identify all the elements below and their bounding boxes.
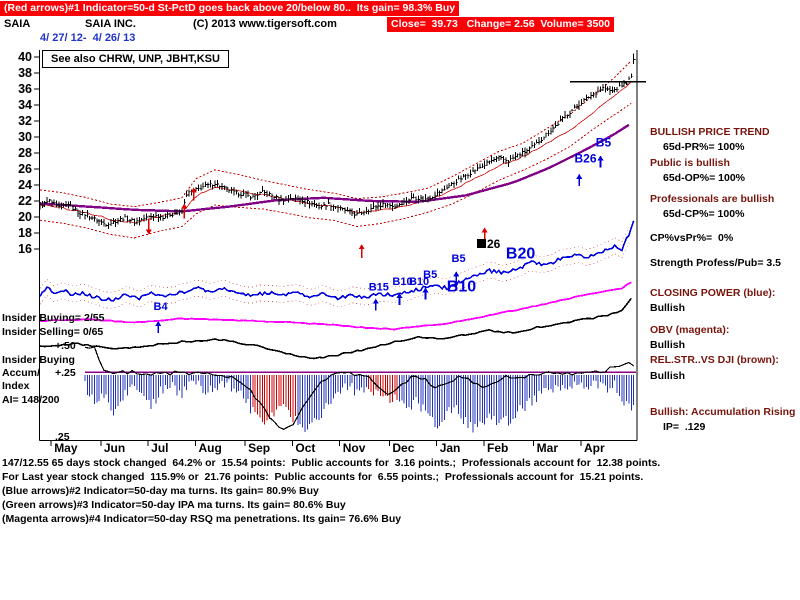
scale-25: .25 bbox=[55, 431, 70, 443]
svg-text:30: 30 bbox=[18, 130, 32, 144]
company-name: SAIA INC. bbox=[85, 18, 136, 30]
cp-vs-pr: CP%vsPr%= 0% bbox=[650, 232, 734, 244]
svg-text:40: 40 bbox=[18, 50, 32, 64]
svg-text:B20: B20 bbox=[506, 246, 535, 263]
scale-plus50: +.50 bbox=[55, 340, 76, 352]
svg-text:26: 26 bbox=[487, 237, 501, 251]
strength-ratio: Strength Profess/Pub= 3.5 bbox=[650, 257, 781, 269]
ai-value: AI= 148/200 bbox=[2, 394, 60, 406]
svg-text:B5: B5 bbox=[423, 269, 437, 281]
svg-text:34: 34 bbox=[18, 98, 32, 112]
signal-banner: (Red arrows)#1 Indicator=50-d St-PctD go… bbox=[0, 1, 460, 16]
svg-text:26: 26 bbox=[18, 162, 32, 176]
svg-text:36: 36 bbox=[18, 82, 32, 96]
svg-text:16: 16 bbox=[18, 242, 32, 256]
trend-status-header: BULLISH PRICE TREND bbox=[650, 126, 770, 138]
svg-text:B26: B26 bbox=[575, 152, 597, 166]
svg-text:18: 18 bbox=[18, 226, 32, 240]
svg-text:Sep: Sep bbox=[248, 441, 270, 455]
svg-text:B4: B4 bbox=[154, 301, 169, 313]
svg-text:B5: B5 bbox=[452, 253, 466, 265]
quote-bar: Close= 39.73 Change= 2.56 Volume= 3500 bbox=[387, 17, 614, 32]
indicator4-note: (Magenta arrows)#4 Indicator=50-day RSQ … bbox=[2, 513, 402, 525]
stats-line-65day: 147/12.55 65 days stock changed 64.2% or… bbox=[2, 457, 661, 469]
see-also-box: See also CHRW, UNP, JBHT,KSU bbox=[42, 50, 229, 68]
svg-text:Jan: Jan bbox=[440, 441, 461, 455]
svg-text:Feb: Feb bbox=[487, 441, 508, 455]
index-label: Index bbox=[2, 380, 30, 392]
svg-text:B5: B5 bbox=[596, 136, 612, 150]
insider-selling-count: Insider Selling= 0/65 bbox=[2, 326, 104, 338]
svg-text:32: 32 bbox=[18, 114, 32, 128]
svg-text:22: 22 bbox=[18, 194, 32, 208]
svg-text:28: 28 bbox=[18, 146, 32, 160]
svg-text:Jun: Jun bbox=[104, 441, 125, 455]
svg-text:38: 38 bbox=[18, 66, 32, 80]
insider-buying-count: Insider Buying= 2/55 bbox=[2, 312, 105, 324]
accum-status: Bullish: Accumulation Rising bbox=[650, 406, 796, 418]
relstr-header: REL.STR..VS DJI (brown): bbox=[650, 354, 779, 366]
indicator2-note: (Blue arrows)#2 Indicator=50-day ma turn… bbox=[2, 485, 319, 497]
stats-line-year: For Last year stock changed 115.9% or 21… bbox=[2, 471, 644, 483]
op-percent: 65d-OP%= 100% bbox=[663, 172, 746, 184]
svg-text:Nov: Nov bbox=[343, 441, 366, 455]
svg-text:Dec: Dec bbox=[392, 441, 414, 455]
professionals-status: Professionals are bullish bbox=[650, 193, 775, 205]
obv-status: Bullish bbox=[650, 339, 686, 351]
obv-header: OBV (magenta): bbox=[650, 324, 730, 336]
public-status: Public is bullish bbox=[650, 157, 730, 169]
scale-plus25: +.25 bbox=[55, 367, 76, 379]
svg-text:Oct: Oct bbox=[295, 441, 315, 455]
svg-text:May: May bbox=[54, 441, 78, 455]
svg-text:24: 24 bbox=[18, 178, 32, 192]
accum-label: Accum/ bbox=[2, 367, 40, 379]
ticker-symbol: SAIA bbox=[4, 18, 31, 30]
insider-buying-label: Insider Buying bbox=[2, 354, 75, 366]
svg-text:20: 20 bbox=[18, 210, 32, 224]
closing-power-header: CLOSING POWER (blue): bbox=[650, 287, 776, 299]
cp-percent: 65d-CP%= 100% bbox=[663, 208, 745, 220]
copyright-text: (C) 2013 www.tigersoft.com bbox=[193, 18, 337, 30]
relstr-status: Bullish bbox=[650, 370, 686, 382]
svg-text:B10: B10 bbox=[409, 276, 429, 288]
ip-value: IP= .129 bbox=[663, 421, 706, 433]
pr-percent: 65d-PR%= 100% bbox=[663, 141, 745, 153]
svg-text:Jul: Jul bbox=[151, 441, 168, 455]
svg-text:B10: B10 bbox=[447, 278, 476, 295]
date-range: 4/ 27/ 12- 4/ 26/ 13 bbox=[40, 32, 136, 44]
svg-text:B10: B10 bbox=[392, 276, 412, 288]
svg-text:Aug: Aug bbox=[198, 441, 221, 455]
svg-text:Apr: Apr bbox=[584, 441, 605, 455]
closing-power-status: Bullish bbox=[650, 302, 686, 314]
svg-text:B15: B15 bbox=[369, 282, 389, 294]
svg-text:Mar: Mar bbox=[537, 441, 559, 455]
indicator3-note: (Green arrows)#3 Indicator=50-day IPA ma… bbox=[2, 499, 346, 511]
